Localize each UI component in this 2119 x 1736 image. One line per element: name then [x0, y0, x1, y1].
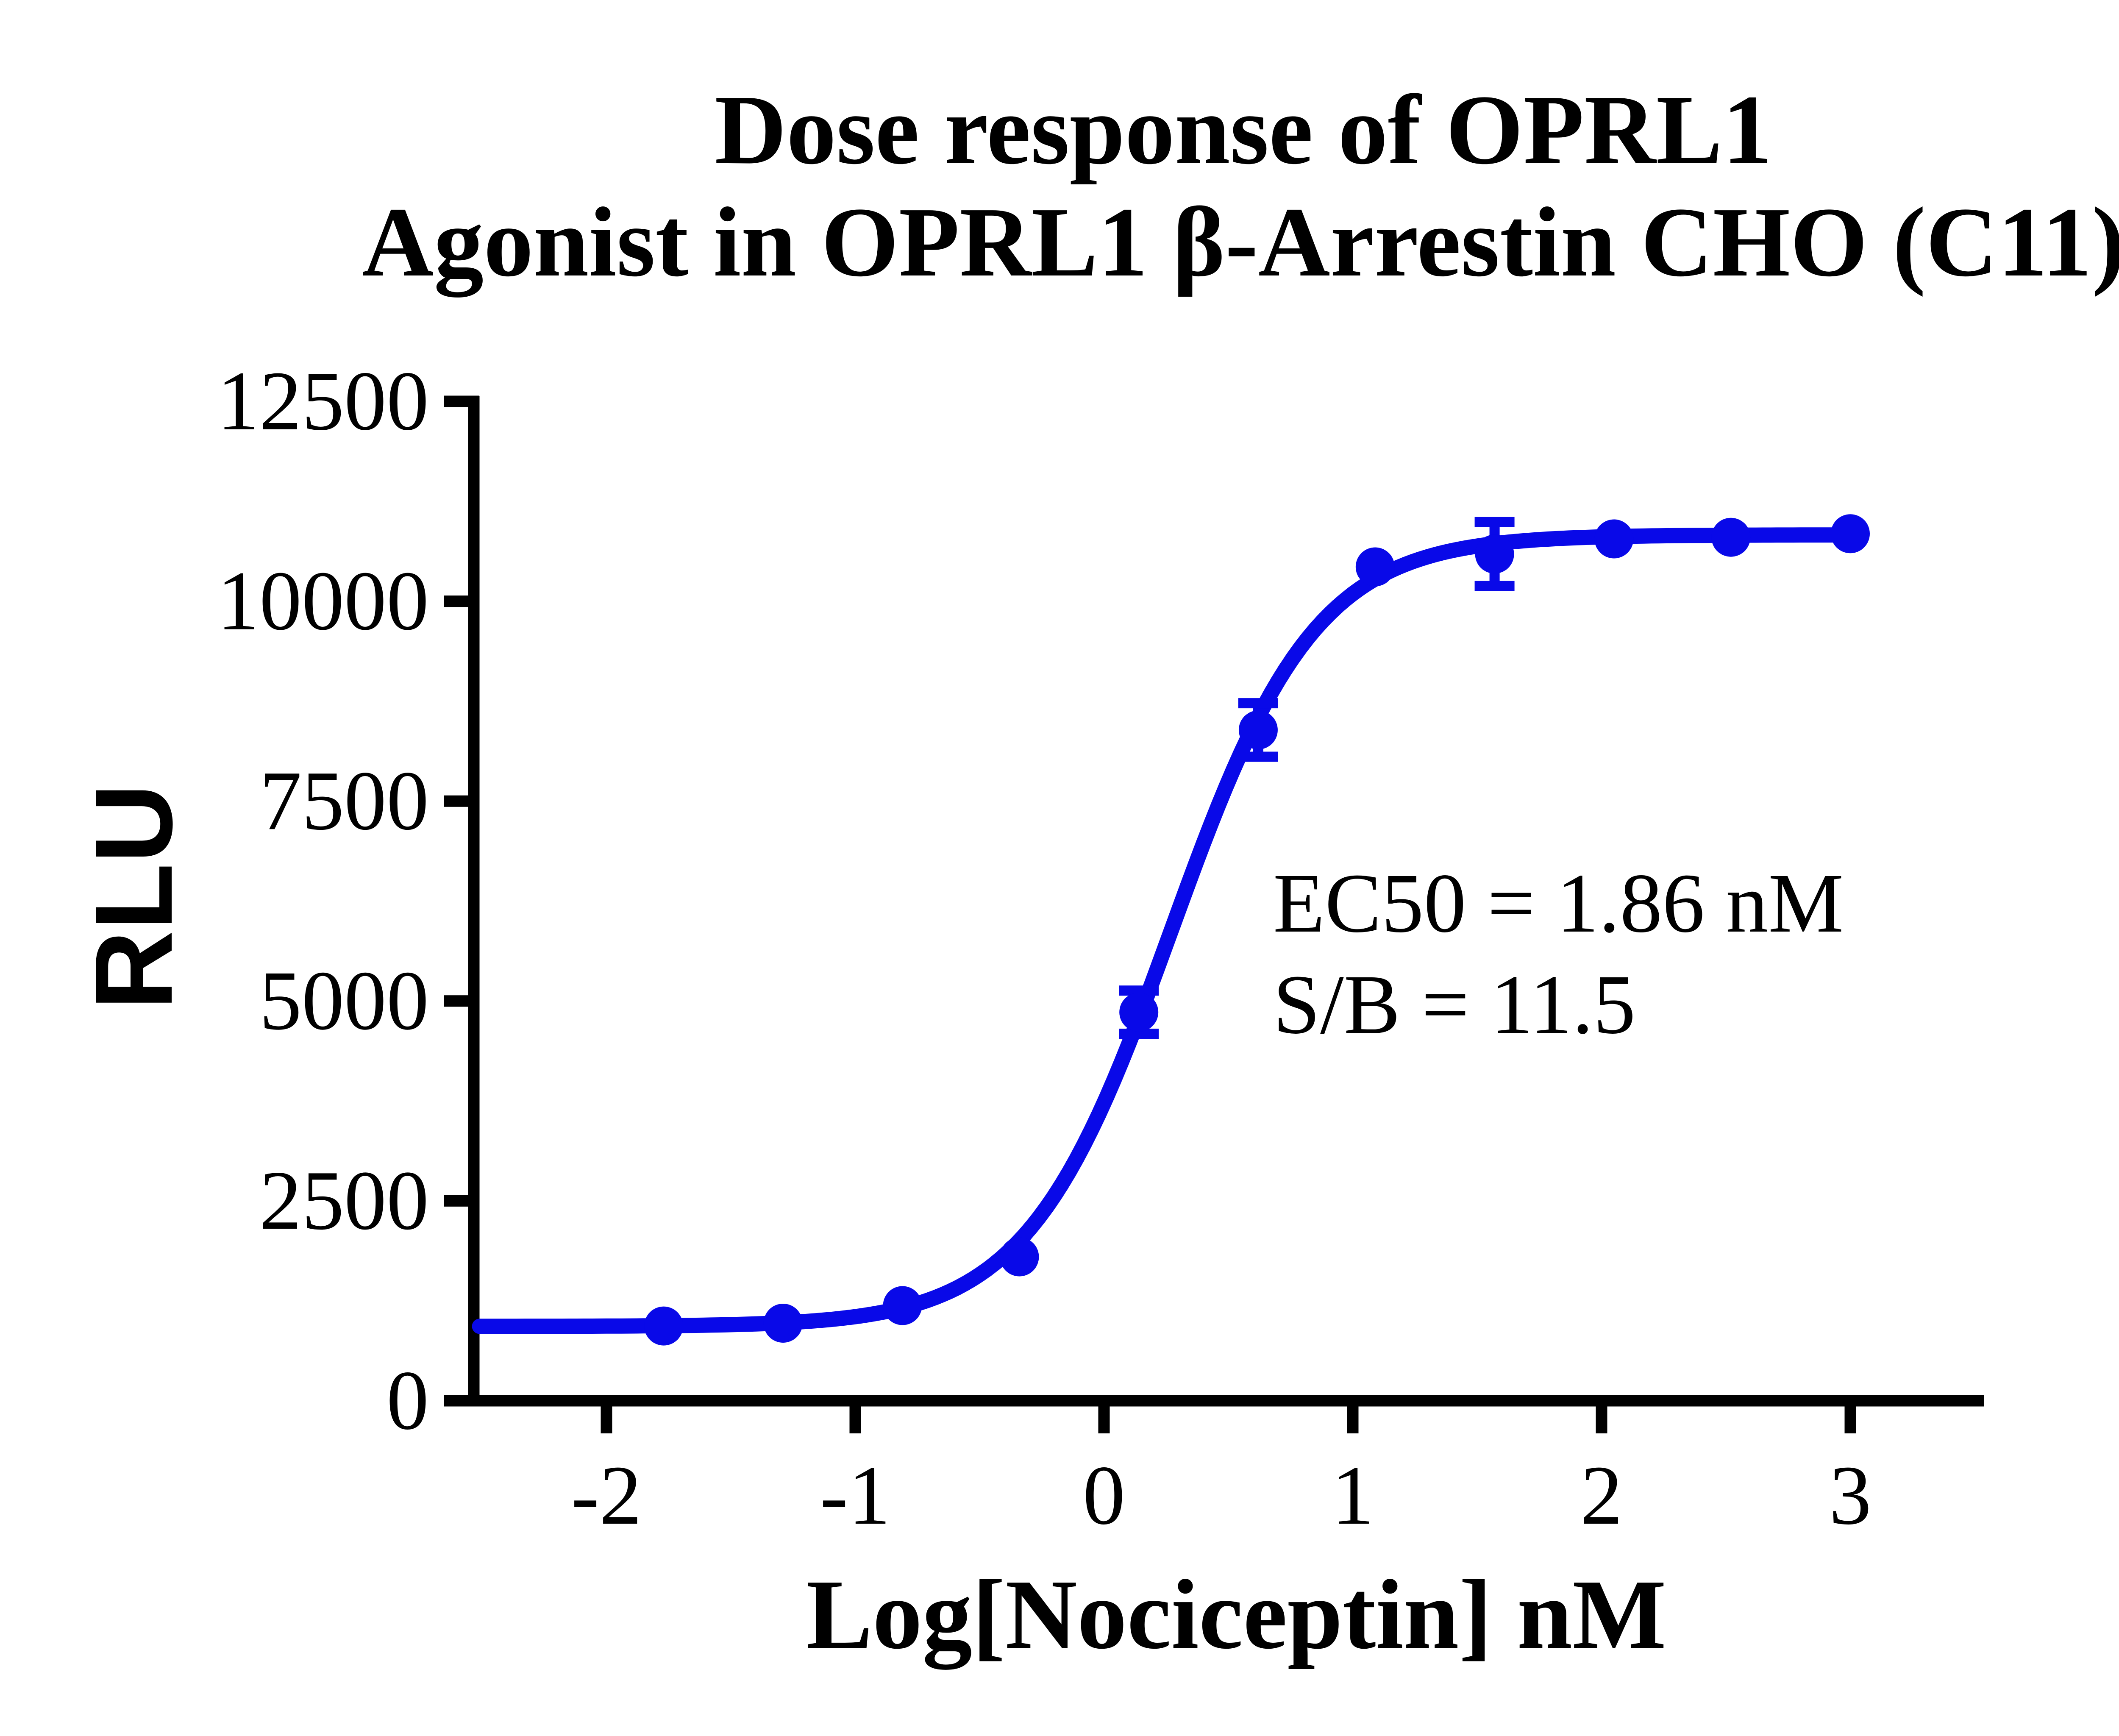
annotation-ec50: EC50 = 1.86 nM — [1273, 857, 1844, 950]
chart-title-line1: Dose response of OPRL1 — [715, 75, 1772, 185]
y-tick-label: 5000 — [259, 954, 429, 1048]
data-point-marker — [1594, 519, 1634, 559]
y-tick-label: 12500 — [217, 354, 429, 448]
y-tick-label: 2500 — [259, 1154, 429, 1247]
data-point-marker — [763, 1304, 803, 1343]
y-axis-title: RLU — [72, 784, 195, 1010]
x-axis-title: Log[Nociceptin] nM — [806, 1559, 1666, 1670]
data-point-marker — [1831, 514, 1870, 554]
data-point-marker — [1238, 710, 1278, 750]
data-point-marker — [644, 1306, 684, 1346]
data-point-marker — [883, 1286, 922, 1325]
axes: 0 2500 5000 7500 10000 12500 -2 -1 0 1 2 3 — [217, 354, 1984, 1542]
x-tick-label: -2 — [571, 1449, 642, 1542]
chart-title-line2: Agonist in OPRL1 β-Arrestin CHO (C11) — [362, 187, 2119, 298]
x-tick-label: 0 — [1083, 1449, 1125, 1542]
data-point-marker — [1711, 517, 1751, 557]
x-tick-label: 3 — [1829, 1449, 1872, 1542]
y-tick-label: 7500 — [259, 754, 429, 848]
data-series — [472, 514, 1870, 1346]
y-tick-label: 10000 — [217, 554, 429, 648]
x-tick-label: 2 — [1580, 1449, 1623, 1542]
annotation-signal-background: S/B = 11.5 — [1273, 958, 1636, 1052]
data-point-marker — [1475, 534, 1514, 574]
y-tick-label: 0 — [387, 1354, 429, 1447]
x-tick-label: 1 — [1332, 1449, 1374, 1542]
data-point-marker — [1119, 993, 1159, 1032]
data-point-marker — [1355, 547, 1395, 587]
data-point-marker — [1000, 1237, 1039, 1277]
x-tick-label: -1 — [820, 1449, 891, 1542]
